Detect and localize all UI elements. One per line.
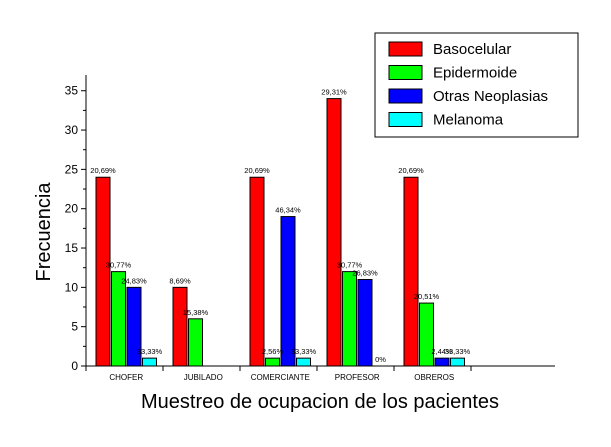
bar-basocelular [326,98,342,367]
bar-basocelular [95,176,111,367]
data-label: 0% [375,355,386,364]
legend-label: Epidermoide [433,65,517,82]
data-label: 20,69% [90,166,116,175]
data-label: 33,33% [291,347,317,356]
legend-swatch [388,65,423,80]
data-labels: 20,69% 8,69% 20,69% 29,31% 20,69% 30,77% 15,38… [90,88,470,364]
data-label: 20,69% [244,166,270,175]
x-tick-label: OBREROS [414,373,454,382]
y-tick-label: 35 [65,84,79,98]
data-label: 24,83% [121,276,147,285]
data-label: 26,83% [352,268,378,277]
data-label: 20,51% [414,292,440,301]
data-label: 46,34% [275,206,301,215]
data-label: 2,44% [431,347,453,356]
bar-epidermoide [265,357,280,367]
bar-basocelular [172,286,188,367]
y-axis-title: Frecuencia [33,182,55,282]
bar-otras-neoplasias [280,216,296,367]
y-tick-label: 30 [65,123,79,137]
legend-swatch [388,41,423,57]
data-label: 33,33% [445,347,471,356]
legend-label: Otras Neoplasias [433,88,548,105]
data-label: 20,69% [398,166,424,175]
bar-otras-neoplasias [434,357,450,367]
bar-epidermoide [188,318,203,367]
bar-melanoma [142,357,157,367]
bar-basocelular [403,176,419,367]
y-tick-label: 15 [65,241,79,255]
bars [95,98,465,367]
x-axis-title: Muestreo de ocupacion de los pacientes [141,391,499,413]
y-tick-label: 10 [65,280,79,294]
bar-otras-neoplasias [357,278,373,367]
x-tick-label: COMERCIANTE [251,373,310,382]
bar-melanoma [296,357,311,367]
bar-epidermoide [419,302,434,367]
legend-swatch [388,112,423,127]
legend-swatch [388,88,423,104]
bar-epidermoide [342,271,357,367]
x-tick-label: PROFESOR [335,373,380,382]
bar-basocelular [249,176,265,367]
data-label: 30,77% [337,261,363,270]
y-tick-label: 0 [71,359,78,373]
data-label: 8,69% [169,276,191,285]
bar-epidermoide [111,271,126,367]
bar-melanoma [450,357,465,367]
data-label: 33,33% [137,347,163,356]
legend: Basocelular Epidermoide Otras Neoplasias Me… [374,32,579,138]
data-label: 2,56% [262,347,284,356]
legend-label: Basocelular [433,41,511,58]
y-tick-label: 5 [71,320,78,334]
data-label: 29,31% [321,88,347,97]
y-tick-label: 20 [65,202,79,216]
x-tick-label: JUBILADO [184,373,223,382]
bar-otras-neoplasias [126,286,142,367]
legend-label: Melanoma [433,112,504,129]
y-tick-label: 25 [65,162,79,176]
data-label: 30,77% [106,261,132,270]
axes: 0 5 10 15 20 25 30 35 CHOFER JUBILADO COMERCIANTE P… [65,75,555,382]
data-label: 15,38% [183,308,209,317]
x-tick-label: CHOFER [109,373,143,382]
